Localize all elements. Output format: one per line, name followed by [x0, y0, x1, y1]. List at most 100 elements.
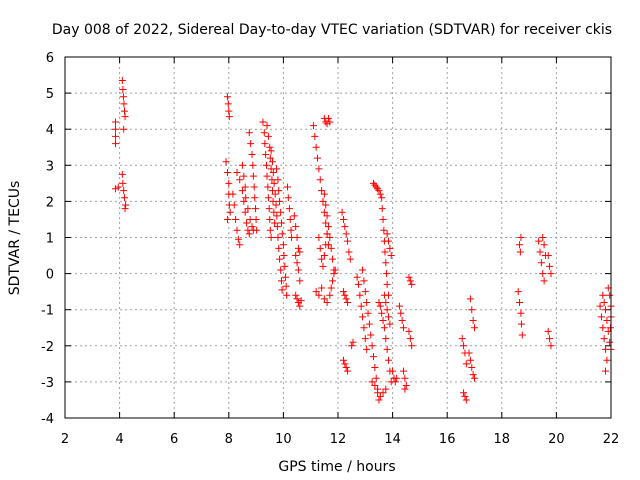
data-point — [294, 266, 302, 274]
data-point — [232, 215, 240, 223]
data-point — [389, 367, 397, 375]
data-point — [382, 298, 390, 306]
data-point — [293, 259, 301, 267]
data-point — [402, 382, 410, 390]
data-point — [537, 259, 545, 267]
data-point — [371, 181, 379, 189]
data-point — [294, 244, 302, 252]
data-point — [462, 396, 470, 404]
data-point — [516, 248, 524, 256]
data-point — [268, 187, 276, 195]
data-point — [292, 291, 300, 299]
data-point — [264, 194, 272, 202]
data-point — [535, 237, 543, 245]
data-point — [276, 197, 284, 205]
data-point — [270, 208, 278, 216]
data-point — [282, 282, 290, 290]
data-point — [277, 266, 285, 274]
data-point — [234, 235, 242, 243]
data-point — [314, 154, 322, 162]
data-point — [349, 338, 357, 346]
data-point — [296, 277, 304, 285]
x-axis-title: GPS time / hours — [278, 459, 395, 475]
data-point — [539, 234, 547, 241]
data-point — [250, 183, 258, 191]
data-point — [468, 306, 476, 314]
data-point — [265, 205, 273, 213]
data-point — [282, 273, 290, 281]
data-point — [339, 356, 347, 364]
data-point — [469, 317, 477, 325]
data-point — [269, 169, 277, 177]
data-point — [263, 172, 271, 180]
data-point — [380, 324, 388, 332]
data-point — [267, 234, 275, 241]
data-point — [266, 215, 274, 223]
data-point — [285, 205, 293, 213]
data-point — [380, 226, 388, 234]
data-point — [329, 277, 337, 285]
data-point — [253, 226, 261, 234]
data-point — [297, 297, 305, 305]
data-point — [326, 291, 334, 299]
data-point — [547, 270, 555, 278]
data-point — [271, 190, 279, 198]
data-point — [536, 248, 544, 256]
y-axis-title: SDTVAR / TECUs — [7, 181, 23, 296]
data-point — [346, 255, 354, 263]
plot-frame — [64, 56, 612, 419]
data-point — [460, 389, 468, 397]
data-point — [312, 288, 320, 296]
data-point — [375, 187, 383, 195]
data-point — [369, 353, 377, 361]
data-point — [225, 113, 233, 121]
data-point — [379, 317, 387, 325]
data-point — [383, 280, 391, 288]
data-point — [320, 295, 328, 303]
y-tick-labels: -4 -3 -2 -1 0 1 2 3 4 5 6 — [41, 51, 54, 427]
data-point — [546, 335, 554, 343]
data-point — [262, 161, 270, 169]
data-point — [376, 392, 384, 400]
data-point — [238, 187, 246, 195]
data-point — [517, 234, 525, 241]
data-point — [382, 259, 390, 267]
data-point — [345, 248, 353, 256]
data-point — [468, 363, 476, 371]
data-point — [341, 291, 349, 299]
data-point — [319, 262, 327, 270]
data-point — [546, 262, 554, 270]
data-point — [329, 255, 337, 263]
data-point — [348, 342, 356, 350]
data-point — [544, 327, 552, 335]
data-point — [316, 244, 324, 252]
data-point — [120, 100, 128, 108]
data-point — [516, 241, 524, 249]
data-point — [379, 215, 387, 223]
data-point — [369, 179, 377, 187]
data-point — [268, 158, 276, 166]
data-point — [272, 201, 280, 209]
data-point — [271, 219, 279, 227]
data-point — [408, 280, 416, 288]
data-point — [344, 367, 352, 375]
data-point — [596, 302, 604, 310]
x-tick-label: 18 — [494, 432, 511, 447]
data-point — [602, 306, 610, 314]
x-tick-label: 16 — [439, 432, 456, 447]
y-tick-label: 2 — [46, 195, 54, 210]
data-point — [122, 201, 130, 209]
data-point — [309, 122, 317, 130]
data-point — [120, 125, 128, 133]
data-point — [266, 226, 274, 234]
data-point — [514, 288, 522, 296]
data-point — [277, 219, 285, 227]
data-point — [375, 298, 383, 306]
data-point — [243, 219, 251, 227]
data-point — [273, 212, 281, 220]
data-point — [121, 194, 129, 202]
data-point — [324, 114, 332, 122]
data-point — [516, 298, 524, 306]
data-point — [361, 288, 369, 296]
